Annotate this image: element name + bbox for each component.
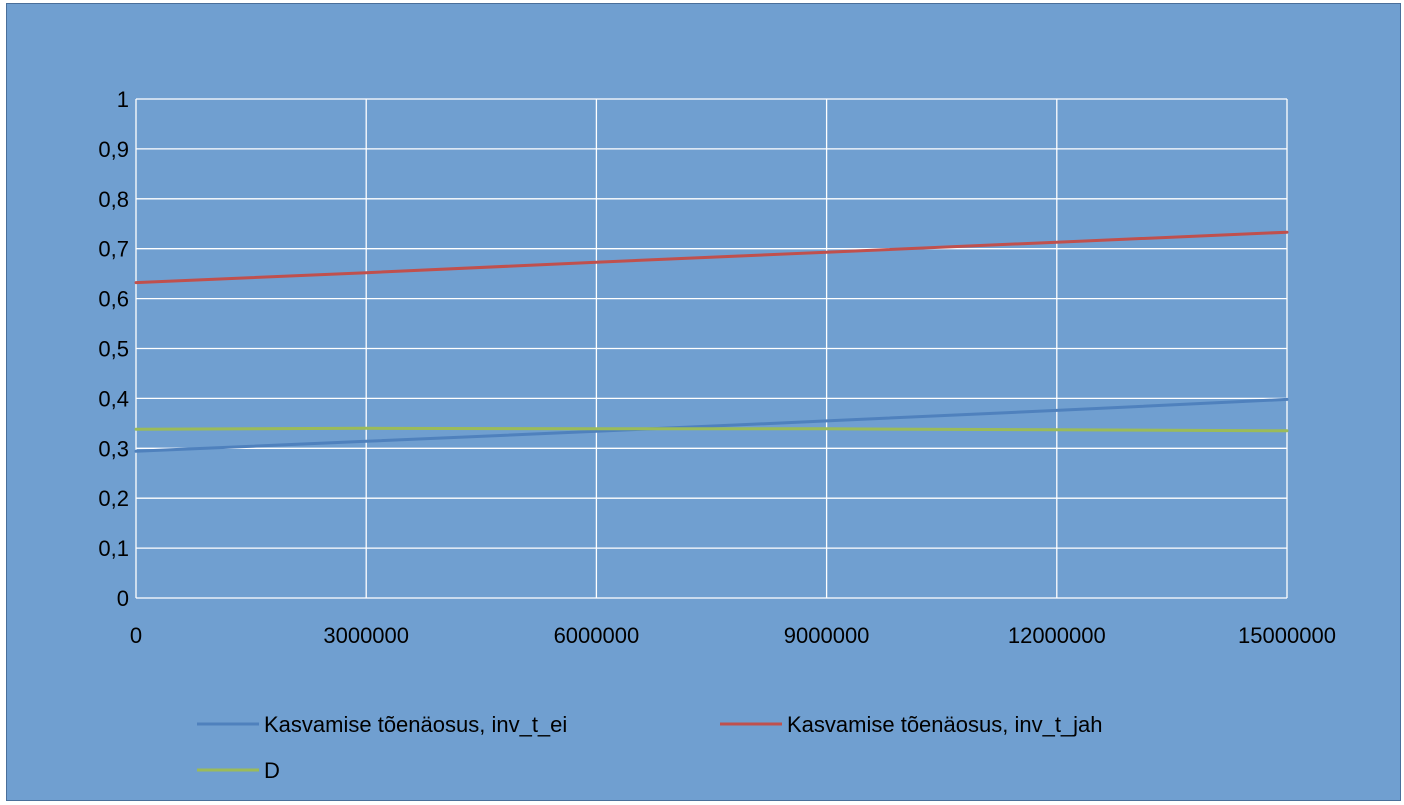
series-line-0 xyxy=(134,397,1289,453)
y-tick-label: 0,6 xyxy=(98,287,129,312)
legend: Kasvamise tõenäosus, inv_t_ei Kasvamise t… xyxy=(197,712,1103,783)
x-tick-label: 9000000 xyxy=(784,623,870,648)
gridlines xyxy=(135,98,1288,599)
y-tick-label: 0,9 xyxy=(98,137,129,162)
y-tick-label: 0,3 xyxy=(98,436,129,461)
x-tick-label: 15000000 xyxy=(1238,623,1336,648)
y-tick-label: 0,1 xyxy=(98,536,129,561)
x-axis-ticks: 0 3000000 6000000 9000000 12000000 15000000 xyxy=(130,623,1336,648)
x-tick-label: 6000000 xyxy=(554,623,640,648)
y-tick-label: 0,2 xyxy=(98,486,129,511)
legend-label-2: D xyxy=(264,758,280,783)
y-axis-ticks: 0 0,1 0,2 0,3 0,4 0,5 0,6 0,7 0,8 0,9 1 xyxy=(98,87,129,611)
y-tick-label: 0 xyxy=(117,586,129,611)
y-tick-label: 1 xyxy=(117,87,129,112)
series-lines xyxy=(134,230,1289,453)
y-tick-label: 0,8 xyxy=(98,187,129,212)
x-tick-label: 3000000 xyxy=(323,623,409,648)
legend-label-0: Kasvamise tõenäosus, inv_t_ei xyxy=(264,712,567,737)
series-line-1 xyxy=(134,230,1289,285)
chart-area: 0 0,1 0,2 0,3 0,4 0,5 0,6 0,7 0,8 0,9 1 0 3000000 60… xyxy=(6,3,1401,801)
y-tick-label: 0,4 xyxy=(98,386,129,411)
y-tick-label: 0,5 xyxy=(98,337,129,362)
x-tick-label: 0 xyxy=(130,623,142,648)
legend-label-1: Kasvamise tõenäosus, inv_t_jah xyxy=(787,712,1103,737)
line-chart: 0 0,1 0,2 0,3 0,4 0,5 0,6 0,7 0,8 0,9 1 0 3000000 60… xyxy=(98,87,1336,783)
x-tick-label: 12000000 xyxy=(1008,623,1106,648)
series-line-2 xyxy=(134,426,1289,433)
y-tick-label: 0,7 xyxy=(98,237,129,262)
